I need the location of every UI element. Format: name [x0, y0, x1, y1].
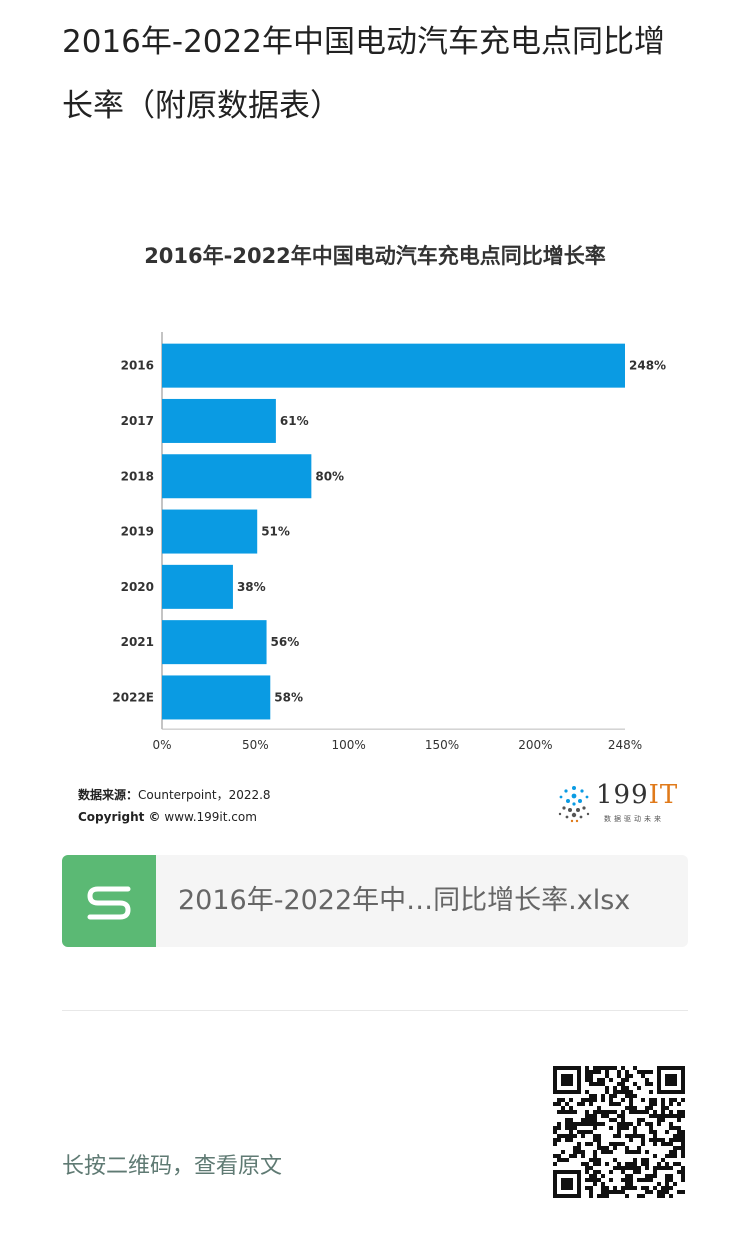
category-label: 2021	[121, 635, 154, 649]
data-label: 61%	[280, 414, 309, 428]
bar	[162, 343, 625, 388]
logo-text: 199IT	[596, 780, 679, 810]
category-label: 2019	[121, 525, 154, 539]
x-tick-label: 200%	[518, 738, 552, 752]
page-title: 2016年-2022年中国电动汽车充电点同比增长率（附原数据表）	[62, 24, 665, 124]
qr-hint-text: 长按二维码，查看原文	[62, 1154, 283, 1179]
logo-dots-icon	[558, 786, 590, 823]
category-label: 2020	[121, 580, 154, 594]
x-tick-label: 0%	[152, 738, 171, 752]
data-label: 58%	[274, 690, 303, 704]
bar	[162, 509, 258, 554]
data-label: 56%	[271, 635, 300, 649]
bar	[162, 564, 233, 609]
chart-title: 2016年-2022年中国电动汽车充电点同比增长率	[144, 244, 606, 268]
category-label: 2022E	[112, 690, 154, 704]
bar	[162, 454, 312, 499]
copyright-text: www.199it.com	[164, 810, 257, 824]
logo-tagline: 数据驱动未来	[604, 815, 664, 823]
category-label: 2016	[121, 359, 154, 373]
divider	[62, 1010, 688, 1011]
chart-image: 2016年-2022年中国电动汽车充电点同比增长率 2016 248% 2017 61…	[62, 218, 688, 840]
source-label: 数据来源：	[78, 788, 139, 802]
bar	[162, 620, 267, 665]
category-label: 2017	[121, 414, 154, 428]
x-tick-label: 248%	[608, 738, 642, 752]
bar	[162, 398, 276, 443]
category-label: 2018	[121, 469, 154, 483]
spreadsheet-icon	[62, 855, 156, 947]
x-tick-label: 50%	[242, 738, 269, 752]
chart-source: 数据来源：Counterpoint，2022.8 Copyright © www…	[78, 784, 271, 828]
x-tick-label: 100%	[332, 738, 366, 752]
bar	[162, 675, 271, 720]
data-label: 51%	[261, 525, 290, 539]
source-text: Counterpoint，2022.8	[138, 788, 271, 802]
data-label: 80%	[315, 469, 344, 483]
x-tick-label: 150%	[425, 738, 459, 752]
data-label: 38%	[237, 580, 266, 594]
qr-code-icon[interactable]	[553, 1066, 685, 1198]
data-label: 248%	[629, 359, 666, 373]
attachment-card[interactable]: 2016年-2022年中…同比增长率.xlsx	[62, 855, 688, 947]
bar-chart: 2016 248% 2017 61% 2018 80% 2019 51% 2020 38% 2021…	[112, 332, 666, 752]
copyright-label: Copyright ©	[78, 810, 161, 824]
199it-logo: 199IT 数据驱动未来	[552, 778, 682, 828]
attachment-filename: 2016年-2022年中…同比增长率.xlsx	[178, 885, 631, 916]
